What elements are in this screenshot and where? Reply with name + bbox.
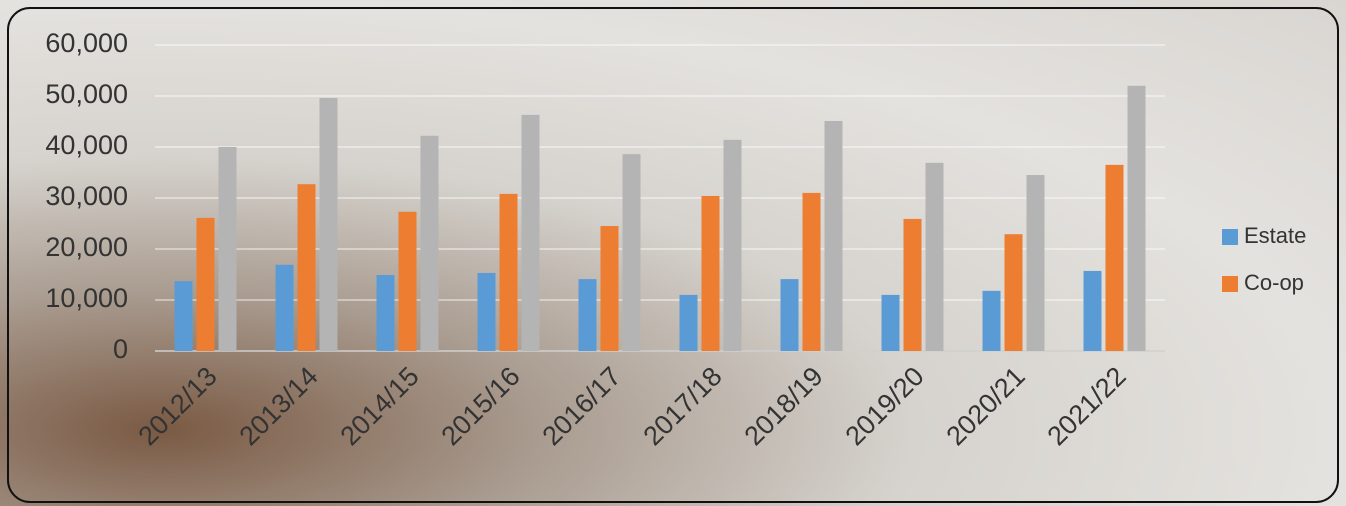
legend-label: Co-op — [1244, 270, 1304, 295]
bar — [1105, 164, 1124, 351]
x-tick-label: 2019/20 — [840, 361, 930, 451]
bar — [982, 290, 1001, 351]
legend-swatch — [1222, 276, 1238, 292]
legend-swatch — [1222, 229, 1238, 245]
bar — [1083, 270, 1102, 351]
bar — [1127, 85, 1146, 352]
bar — [196, 217, 215, 351]
bar — [477, 272, 496, 351]
x-tick-label: 2016/17 — [537, 361, 627, 451]
bar — [600, 226, 619, 351]
bar — [398, 211, 417, 351]
bar — [802, 192, 821, 351]
y-tick-label: 0 — [113, 334, 128, 364]
y-tick-label: 60,000 — [45, 28, 128, 58]
bar — [319, 98, 338, 351]
x-tick-label: 2015/16 — [436, 361, 526, 451]
bar — [679, 294, 698, 351]
y-tick-label: 30,000 — [45, 181, 128, 211]
y-tick-label: 20,000 — [45, 232, 128, 262]
bar — [1026, 175, 1045, 351]
bar — [925, 162, 944, 351]
chart-border — [7, 7, 1339, 503]
bar — [578, 279, 597, 351]
bar — [521, 114, 540, 352]
x-tick-label: 2021/22 — [1042, 361, 1132, 451]
y-tick-label: 40,000 — [45, 130, 128, 160]
legend-label: Estate — [1244, 223, 1306, 248]
bar — [174, 281, 193, 351]
bar — [824, 120, 843, 352]
bar — [723, 139, 742, 351]
bar — [622, 154, 641, 351]
x-tick-label: 2012/13 — [133, 361, 223, 451]
x-tick-label: 2014/15 — [335, 361, 425, 451]
bar — [499, 193, 518, 351]
x-tick-label: 2013/14 — [234, 361, 324, 451]
bar — [780, 279, 799, 351]
bar — [420, 135, 439, 351]
bar — [701, 195, 720, 351]
bar — [275, 264, 294, 351]
x-tick-label: 2017/18 — [638, 361, 728, 451]
bar — [881, 294, 900, 351]
bar — [218, 147, 237, 351]
bar — [1004, 234, 1023, 351]
y-tick-label: 10,000 — [45, 283, 128, 313]
x-tick-label: 2018/19 — [739, 361, 829, 451]
bar — [297, 184, 316, 351]
bar — [376, 275, 395, 351]
y-tick-label: 50,000 — [45, 79, 128, 109]
bar — [903, 218, 922, 351]
x-tick-label: 2020/21 — [941, 361, 1031, 451]
